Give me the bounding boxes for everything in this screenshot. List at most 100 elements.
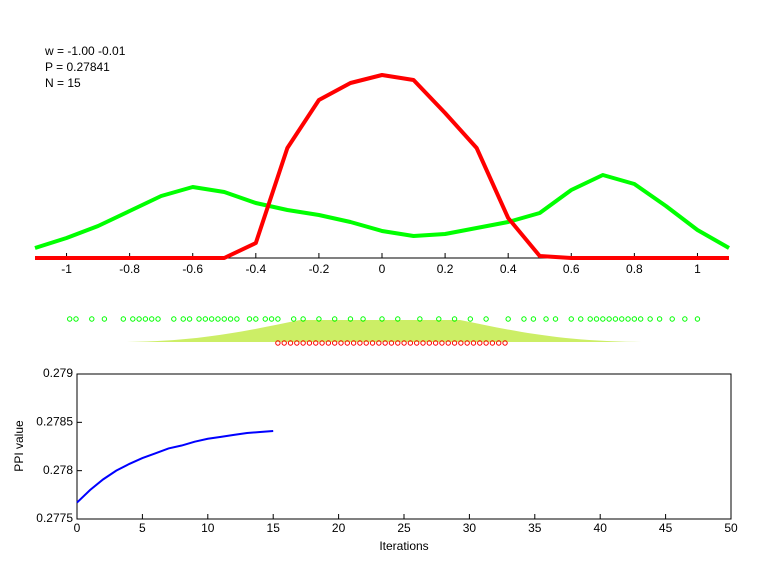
sample-point [470,340,477,346]
sample-point [253,316,259,322]
sample-point [625,316,631,322]
sample-point [180,316,186,322]
sample-point [208,316,215,322]
y-tick-label: 0.279 [43,366,73,380]
sample-point [275,316,281,322]
sample-point [300,316,306,322]
sample-point [294,340,300,346]
sample-point [568,316,574,322]
x-tick-label: 10 [201,521,215,535]
sample-point [694,316,701,322]
x-tick-label: 15 [267,521,281,535]
sample-point [451,316,458,322]
annotation: w = -1.00 -0.01 [44,44,126,58]
sample-point [281,340,287,346]
sample-point [67,316,73,322]
annotation: P = 0.27841 [45,60,110,74]
x-tick-label: 45 [659,521,673,535]
sample-point [593,316,600,322]
sample-point [360,316,366,322]
x-tick-label: 30 [463,521,477,535]
sample-point [458,340,464,346]
sample-point [436,316,442,322]
x-tick-label: 25 [397,521,411,535]
sample-point [101,316,108,322]
sample-point [149,316,155,322]
x-axis-label: Iterations [379,539,428,553]
sample-point [477,340,483,346]
x-tick-label: -0.4 [245,262,266,276]
x-tick-label: 0.2 [437,262,454,276]
x-tick-label: 1 [694,262,701,276]
sample-point [275,340,281,346]
sample-point [467,316,474,322]
sample-point [521,316,527,322]
sample-point [73,316,79,322]
x-tick-label: -1 [61,262,72,276]
sample-point [395,316,401,322]
sample-point [268,316,275,322]
sample-point [631,316,638,322]
sample-point [262,316,268,322]
x-tick-label: 20 [332,521,346,535]
sample-point [426,340,433,346]
sample-point [445,340,451,346]
sample-point [196,316,202,322]
sample-point [171,316,177,322]
sample-point [347,316,354,322]
sample-point [505,316,511,322]
sample-point [439,340,445,346]
x-tick-label: 0.8 [626,262,643,276]
sample-point [420,340,426,346]
x-tick-label: 0.6 [563,262,580,276]
sample-point [612,316,619,322]
x-tick-label: 0 [379,262,386,276]
sample-point [606,316,612,322]
x-tick-label: -0.6 [182,262,203,276]
plot-frame [76,373,732,520]
sample-point [530,316,537,322]
sample-point [647,316,653,322]
sample-point [682,316,688,322]
sample-point [432,340,439,346]
sample-point [369,340,376,346]
sample-point [155,316,161,322]
sample-point [382,340,388,346]
x-tick-label: 35 [528,521,542,535]
density-line [35,73,729,260]
sample-point [319,340,325,346]
sample-point [313,340,319,346]
sample-point [552,316,559,322]
sample-point [227,316,234,322]
sample-point [587,316,593,322]
sample-point [89,316,95,322]
sample-point [221,316,227,322]
x-tick-label: 40 [594,521,608,535]
sample-point [300,340,306,346]
sample-point [376,340,382,346]
ppi-line [76,430,274,504]
sample-point [578,316,584,322]
sample-point [306,340,313,346]
sample-point [130,316,136,322]
sample-point [407,340,414,346]
sample-point [246,316,253,322]
sample-point [325,340,332,346]
sample-point [395,340,401,346]
y-tick-label: 0.278 [43,463,73,477]
sample-point [669,316,675,322]
sample-point [543,316,549,322]
sample-point [600,316,606,322]
sample-point [215,316,221,322]
sample-point [290,316,297,322]
sample-point [316,316,322,322]
x-tick-label: 0 [74,521,81,535]
sample-point [234,316,240,322]
sample-point [417,316,423,322]
x-tick-label: 5 [139,521,146,535]
sample-point [142,316,149,322]
sample-point [338,340,344,346]
sample-point [357,340,363,346]
x-tick-label: -0.2 [309,262,330,276]
y-axis-label: PPI value [12,420,26,472]
